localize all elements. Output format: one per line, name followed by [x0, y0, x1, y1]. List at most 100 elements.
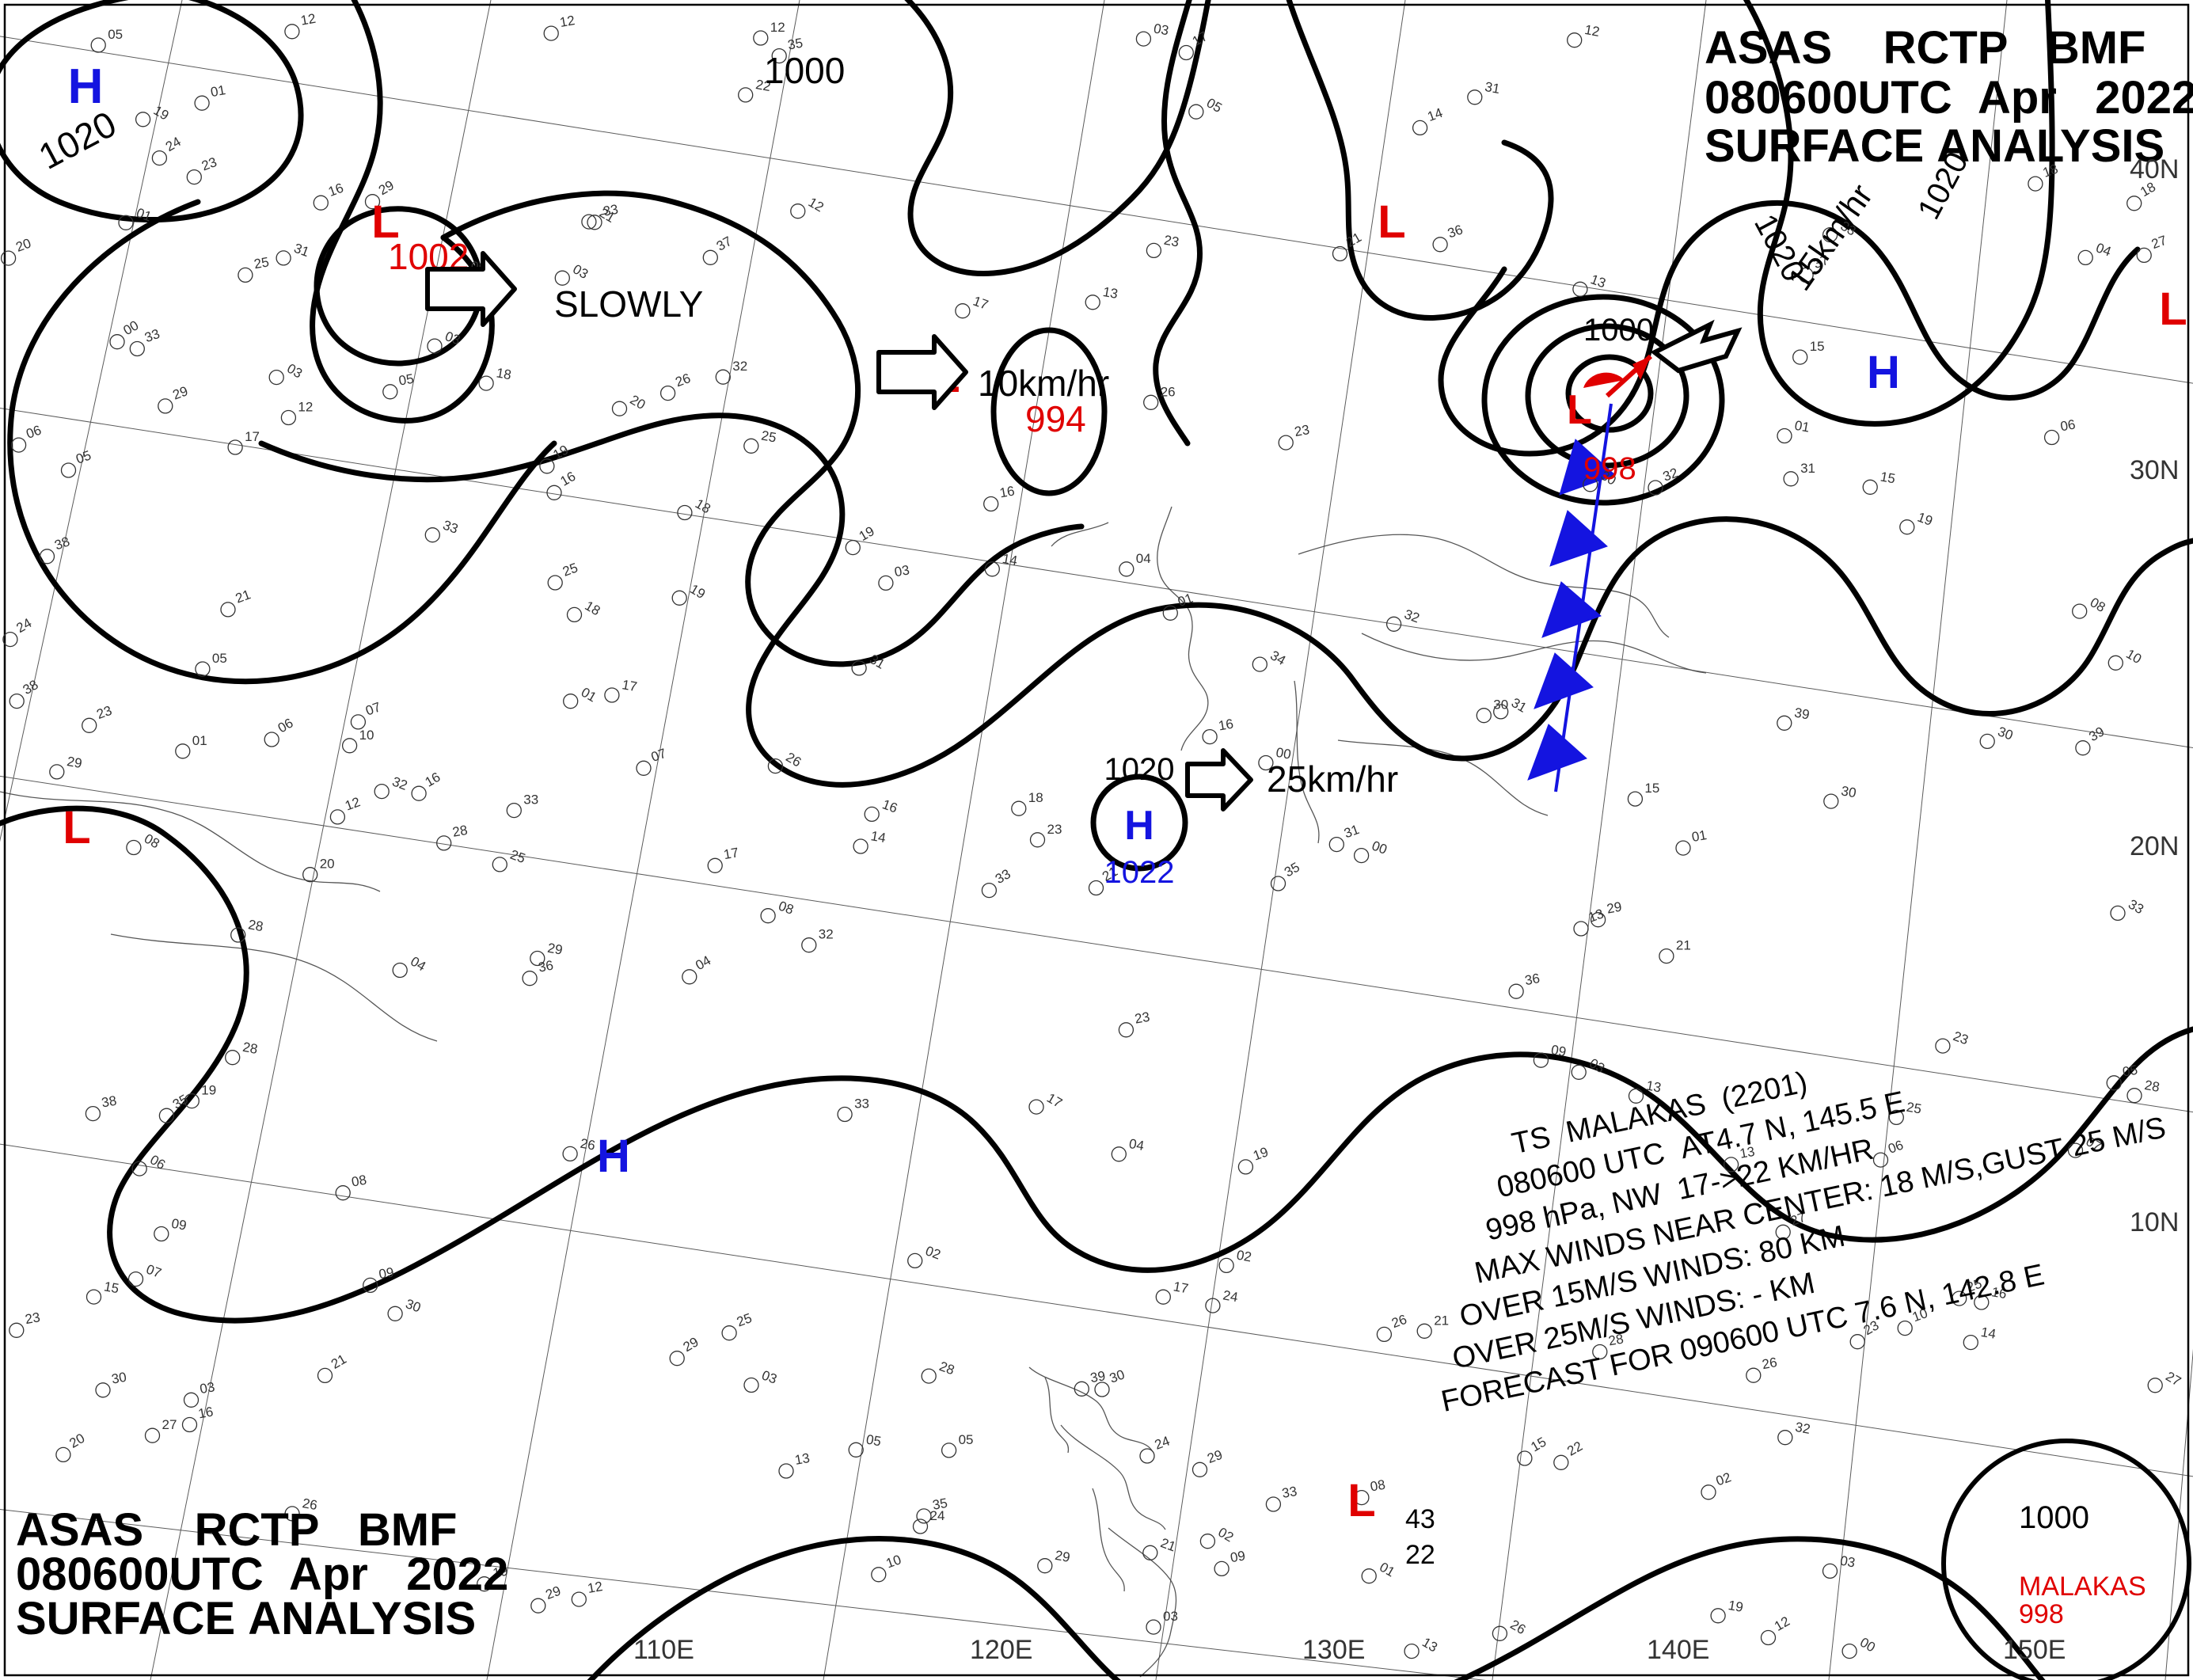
svg-text:23: 23 — [1134, 1009, 1151, 1027]
svg-text:14: 14 — [1980, 1325, 1997, 1342]
svg-text:43: 43 — [1405, 1504, 1435, 1534]
svg-text:25: 25 — [760, 428, 777, 446]
svg-text:09: 09 — [378, 1264, 395, 1282]
svg-text:30: 30 — [1840, 783, 1857, 800]
svg-text:L: L — [1567, 387, 1592, 433]
svg-text:23: 23 — [1163, 233, 1180, 250]
svg-text:19: 19 — [201, 1083, 216, 1098]
svg-text:140E: 140E — [1647, 1635, 1709, 1665]
svg-text:04: 04 — [1136, 551, 1151, 566]
svg-text:09: 09 — [1229, 1548, 1246, 1565]
svg-text:26: 26 — [1161, 384, 1176, 399]
svg-text:03: 03 — [893, 562, 910, 580]
svg-text:02: 02 — [1235, 1248, 1252, 1265]
svg-text:25: 25 — [1906, 1100, 1923, 1117]
svg-text:06: 06 — [2059, 416, 2077, 434]
svg-text:26: 26 — [579, 1136, 596, 1154]
svg-text:L: L — [2159, 283, 2187, 335]
svg-text:05: 05 — [397, 371, 415, 389]
svg-text:13: 13 — [1102, 284, 1119, 302]
svg-text:1022: 1022 — [1104, 855, 1175, 890]
svg-text:40N: 40N — [2130, 154, 2179, 184]
svg-text:29: 29 — [546, 941, 564, 958]
svg-text:36: 36 — [537, 958, 554, 975]
svg-text:32: 32 — [819, 927, 834, 942]
svg-text:32: 32 — [732, 359, 747, 374]
svg-text:28: 28 — [241, 1040, 259, 1057]
svg-text:28: 28 — [2143, 1078, 2161, 1095]
svg-text:08: 08 — [351, 1173, 368, 1190]
svg-text:L: L — [1347, 1475, 1375, 1526]
svg-text:1000: 1000 — [764, 50, 845, 91]
svg-text:27: 27 — [162, 1417, 177, 1432]
svg-text:17: 17 — [1173, 1279, 1190, 1296]
svg-text:15: 15 — [103, 1279, 120, 1296]
svg-text:33: 33 — [1281, 1484, 1298, 1501]
svg-text:12: 12 — [587, 1579, 604, 1596]
svg-text:33: 33 — [523, 792, 538, 808]
svg-text:21: 21 — [1434, 1313, 1449, 1328]
svg-text:31: 31 — [1800, 461, 1815, 476]
svg-text:30: 30 — [110, 1370, 127, 1387]
svg-text:110E: 110E — [633, 1635, 694, 1665]
svg-text:04: 04 — [1128, 1136, 1146, 1154]
svg-text:23: 23 — [24, 1309, 41, 1327]
svg-text:01: 01 — [1793, 418, 1811, 435]
svg-text:13: 13 — [1645, 1078, 1663, 1096]
svg-text:10: 10 — [359, 728, 374, 743]
svg-text:10km/hr: 10km/hr — [978, 363, 1109, 404]
svg-text:998: 998 — [2019, 1599, 2064, 1629]
svg-text:31: 31 — [1484, 79, 1501, 97]
svg-text:14: 14 — [869, 828, 887, 846]
svg-text:L: L — [63, 802, 90, 853]
svg-text:01: 01 — [209, 82, 226, 100]
svg-text:L: L — [1378, 196, 1405, 248]
svg-text:MALAKAS: MALAKAS — [2019, 1572, 2146, 1602]
svg-text:33: 33 — [854, 1097, 869, 1112]
svg-text:H: H — [1867, 347, 1900, 398]
svg-text:H: H — [1124, 803, 1154, 849]
svg-text:13: 13 — [793, 1450, 811, 1468]
svg-text:18: 18 — [1028, 790, 1043, 805]
svg-text:18: 18 — [495, 365, 512, 382]
svg-text:130E: 130E — [1302, 1635, 1365, 1665]
svg-text:SURFACE ANALYSIS: SURFACE ANALYSIS — [16, 1593, 476, 1644]
svg-text:120E: 120E — [970, 1635, 1032, 1665]
svg-text:19: 19 — [1727, 1598, 1744, 1615]
svg-text:16: 16 — [1217, 716, 1234, 734]
svg-text:16: 16 — [998, 483, 1016, 500]
svg-text:05: 05 — [212, 651, 227, 666]
svg-text:17: 17 — [621, 677, 638, 694]
svg-text:14: 14 — [1001, 551, 1019, 568]
svg-text:09: 09 — [170, 1216, 188, 1233]
svg-text:12: 12 — [559, 13, 576, 30]
svg-text:1000: 1000 — [2019, 1500, 2089, 1535]
svg-text:28: 28 — [247, 917, 264, 934]
svg-text:16: 16 — [197, 1404, 215, 1421]
svg-text:080600UTC Apr 2022: 080600UTC Apr 2022 — [1705, 72, 2193, 124]
svg-text:22: 22 — [1405, 1540, 1435, 1570]
svg-text:20: 20 — [320, 857, 335, 872]
svg-text:30N: 30N — [2130, 455, 2179, 485]
svg-text:32: 32 — [1794, 1420, 1811, 1437]
svg-text:12: 12 — [1583, 22, 1601, 40]
svg-text:25: 25 — [253, 254, 270, 272]
svg-text:38: 38 — [101, 1093, 118, 1111]
svg-text:17: 17 — [245, 429, 260, 444]
svg-text:03: 03 — [1153, 21, 1170, 38]
svg-text:23: 23 — [1294, 422, 1311, 439]
svg-text:29: 29 — [1054, 1548, 1071, 1565]
svg-text:05: 05 — [108, 27, 123, 42]
svg-text:03: 03 — [199, 1379, 216, 1397]
svg-text:03: 03 — [1163, 1609, 1178, 1624]
svg-text:20N: 20N — [2130, 831, 2179, 861]
svg-text:01: 01 — [1690, 827, 1708, 845]
svg-text:24: 24 — [1222, 1287, 1239, 1305]
svg-text:150E: 150E — [2003, 1635, 2066, 1665]
svg-text:28: 28 — [451, 823, 469, 840]
svg-text:15: 15 — [1644, 781, 1659, 796]
svg-text:39: 39 — [1793, 705, 1811, 723]
svg-text:03: 03 — [1839, 1553, 1857, 1571]
svg-text:05: 05 — [2122, 1062, 2139, 1080]
svg-text:26: 26 — [1761, 1355, 1778, 1372]
